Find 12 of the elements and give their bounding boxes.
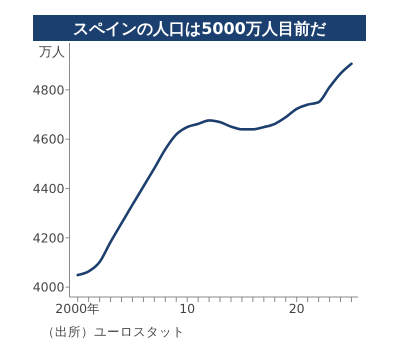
- y-tick-label: 4400: [32, 180, 65, 196]
- text: （出所）ユーロスタット: [42, 324, 185, 339]
- y-tick-label: 4000: [32, 280, 65, 295]
- y-axis-title: 万人: [39, 45, 65, 60]
- y-tick-label: 4200: [32, 230, 65, 246]
- line-series: [76, 62, 353, 276]
- y-tick-label: 4800: [32, 82, 65, 98]
- x-tick-label: 20: [288, 301, 305, 316]
- x-tick-label: 10: [179, 301, 196, 316]
- chart-title: スペインの人口は5000万人目前だ: [73, 19, 327, 38]
- y-tick-label: 4600: [32, 132, 65, 147]
- x-tick-label: 2000年: [55, 301, 100, 316]
